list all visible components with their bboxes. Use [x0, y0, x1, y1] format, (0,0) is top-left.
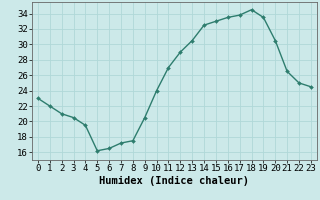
- X-axis label: Humidex (Indice chaleur): Humidex (Indice chaleur): [100, 176, 249, 186]
